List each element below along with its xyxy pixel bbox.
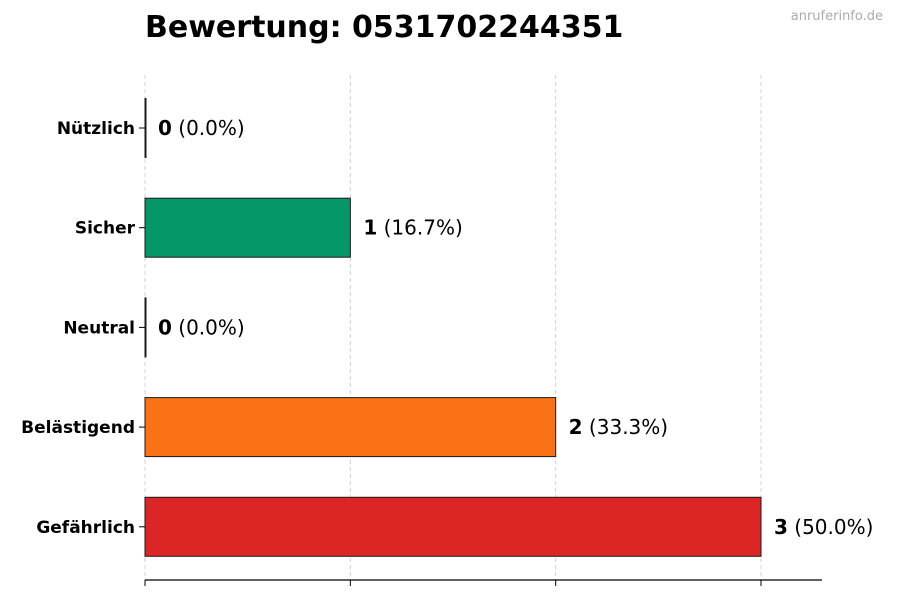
bar (144, 297, 147, 358)
chart-title: Bewertung: 0531702244351 (145, 10, 624, 45)
y-tick-label: Belästigend (21, 418, 135, 438)
data-label-count: 2 (569, 415, 583, 439)
bar (144, 496, 762, 557)
bars (144, 98, 762, 557)
y-tick-label: Sicher (75, 219, 136, 239)
data-label-percent: (0.0%) (172, 315, 245, 339)
data-label: 2 (33.3%) (569, 415, 668, 439)
y-tick-label: Neutral (63, 318, 135, 338)
data-label: 3 (50.0%) (774, 515, 873, 539)
data-label-percent: (0.0%) (172, 116, 245, 140)
data-label-percent: (33.3%) (583, 415, 669, 439)
watermark: anruferinfo.de (790, 9, 883, 24)
y-tick-label: Nützlich (57, 119, 135, 139)
data-label-percent: (16.7%) (377, 216, 463, 240)
data-label-count: 3 (774, 515, 788, 539)
data-label-count: 0 (158, 315, 172, 339)
data-label-percent: (50.0%) (788, 515, 874, 539)
axes (139, 127, 822, 586)
data-label-count: 0 (158, 116, 172, 140)
data-label-count: 1 (363, 216, 377, 240)
labels: Nützlich 0 (0.0%) Sicher 1 (16.7%) Neutral 0 … (21, 116, 873, 539)
bar (144, 197, 351, 258)
data-label: 1 (16.7%) (363, 216, 462, 240)
data-label: 0 (0.0%) (158, 116, 245, 140)
y-tick-label: Gefährlich (36, 518, 135, 538)
bar (144, 98, 147, 158)
bar (144, 397, 557, 458)
data-label: 0 (0.0%) (158, 315, 245, 339)
